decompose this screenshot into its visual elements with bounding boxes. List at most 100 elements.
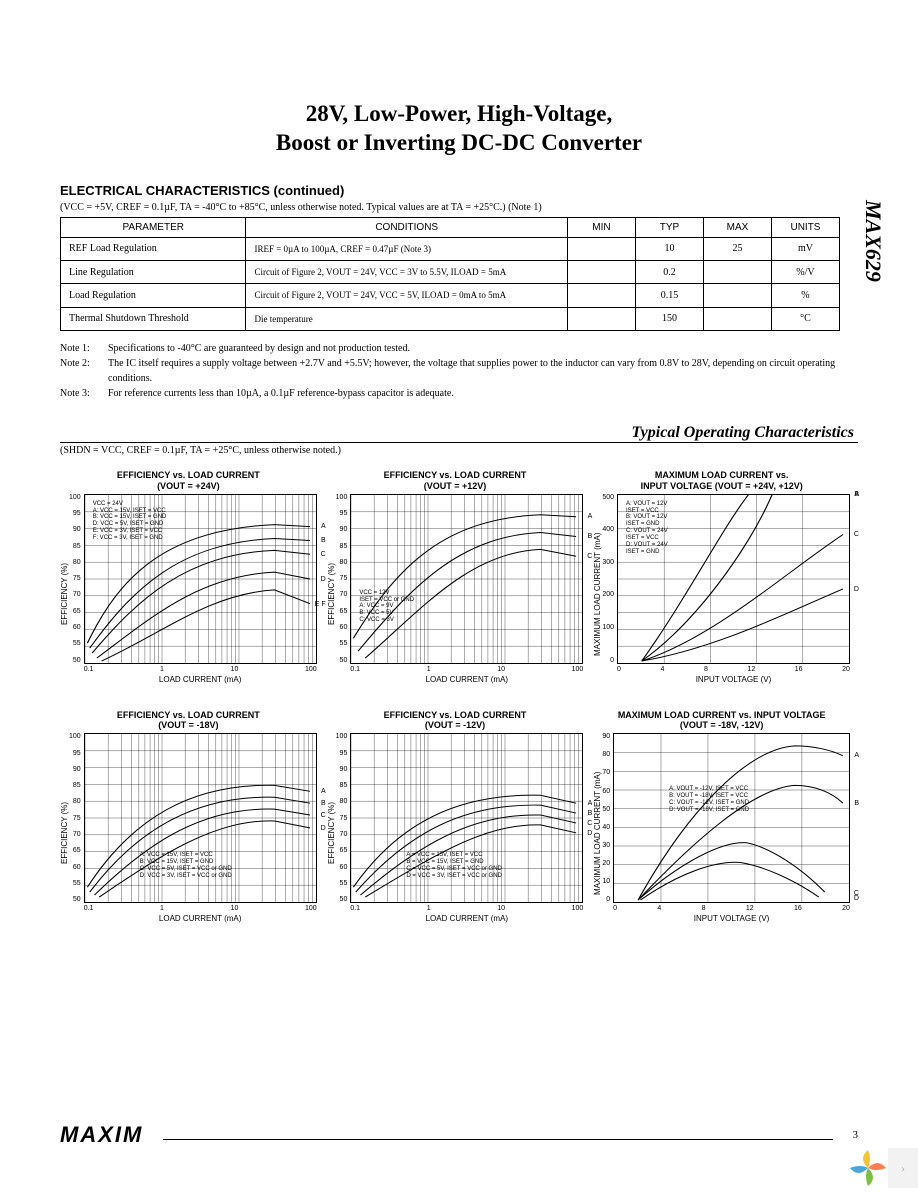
table-header: MAX: [703, 217, 771, 237]
y-axis-ticks: 10095908580757065605550: [69, 733, 84, 903]
page-footer: MAXIM 3: [60, 1122, 858, 1148]
curve-label: C: [321, 551, 326, 558]
charts-grid: EFFICIENCY vs. LOAD CURRENT(VOUT = +24V)…: [60, 470, 850, 933]
toc-heading-text: Typical Operating Characteristics: [627, 424, 858, 442]
chart-plot: A: VCC = 15V, ISET = VCCB: VCC = 15V, IS…: [84, 733, 317, 903]
table-row: Line RegulationCircuit of Figure 2, VOUT…: [61, 260, 840, 283]
y-axis-ticks: 10095908580757065605550: [336, 733, 351, 903]
x-axis-ticks: 0.1110100: [84, 903, 317, 912]
cell-min: [567, 260, 635, 283]
y-axis-label: EFFICIENCY (%): [60, 494, 69, 694]
chart-3: EFFICIENCY vs. LOAD CURRENT(VOUT = -18V)…: [60, 710, 317, 934]
chart-1: EFFICIENCY vs. LOAD CURRENT(VOUT = +12V)…: [327, 470, 584, 694]
cell-units: %: [771, 284, 839, 307]
note-text: The IC itself requires a supply voltage …: [108, 356, 858, 386]
maxim-logo: MAXIM: [60, 1122, 143, 1148]
cell-typ: 10: [635, 237, 703, 260]
table-row: REF Load RegulationIREF = 0µA to 100µA, …: [61, 237, 840, 260]
chart-legend: A: VOUT = 12VISET = VCCB: VOUT = 12VISET…: [626, 501, 668, 556]
cell-param: Thermal Shutdown Threshold: [61, 307, 246, 330]
table-row: Load RegulationCircuit of Figure 2, VOUT…: [61, 284, 840, 307]
y-axis-ticks: 10095908580757065605550: [69, 494, 84, 664]
curve-label: D: [587, 830, 592, 837]
chart-plot: VCC = 12VISET = VCC or GNDA: VCC = 9VB: …: [350, 494, 583, 664]
chart-area: EFFICIENCY (%)10095908580757065605550VCC…: [327, 494, 584, 694]
title-line-1: 28V, Low-Power, High-Voltage,: [306, 101, 612, 126]
cell-cond: IREF = 0µA to 100µA, CREF = 0.47µF (Note…: [246, 237, 567, 260]
chart-legend: VCC = 24VA: VCC = 15V, ISET = VCCB: VCC …: [93, 501, 167, 542]
curve-label: B: [588, 810, 593, 817]
x-axis-label: LOAD CURRENT (mA): [84, 914, 317, 923]
x-axis-label: LOAD CURRENT (mA): [350, 914, 583, 923]
curve-label: A: [588, 513, 593, 520]
spec-table: PARAMETERCONDITIONSMINTYPMAXUNITS REF Lo…: [60, 217, 840, 332]
cell-units: °C: [771, 307, 839, 330]
y-axis-label: EFFICIENCY (%): [327, 733, 336, 933]
page-number: 3: [853, 1129, 859, 1141]
y-axis-ticks: 10095908580757065605550: [336, 494, 351, 664]
chart-5: MAXIMUM LOAD CURRENT vs. INPUT VOLTAGE(V…: [593, 710, 850, 934]
corner-widget[interactable]: ›: [848, 1148, 918, 1188]
widget-pinwheel-icon: [848, 1148, 888, 1188]
y-axis-label: EFFICIENCY (%): [327, 494, 336, 694]
x-axis-ticks: 048121620: [613, 903, 850, 912]
cell-typ: 0.15: [635, 284, 703, 307]
chart-title: EFFICIENCY vs. LOAD CURRENT(VOUT = -18V): [60, 710, 317, 732]
cell-min: [567, 237, 635, 260]
chart-plot: A = VCC = 15V, ISET = VCCB = VCC = 15V, …: [350, 733, 583, 903]
note-row: Note 1:Specifications to -40°C are guara…: [60, 341, 858, 356]
cell-max: [703, 307, 771, 330]
table-header: CONDITIONS: [246, 217, 567, 237]
cell-typ: 150: [635, 307, 703, 330]
x-axis-label: INPUT VOLTAGE (V): [613, 914, 850, 923]
curve-label: D: [321, 825, 326, 832]
spec-conditions: (VCC = +5V, CREF = 0.1µF, TA = -40°C to …: [60, 202, 858, 213]
document-title: 28V, Low-Power, High-Voltage, Boost or I…: [60, 100, 858, 158]
note-text: For reference currents less than 10µA, a…: [108, 386, 858, 401]
y-axis-ticks: 5004003002001000: [602, 494, 617, 664]
widget-chevron-icon[interactable]: ›: [888, 1148, 918, 1188]
footer-rule: [163, 1130, 832, 1140]
curve-label: B: [321, 537, 326, 544]
curve-label: B: [321, 800, 326, 807]
curve-label: A: [321, 788, 326, 795]
curve-label: A: [854, 752, 859, 759]
cell-max: 25: [703, 237, 771, 260]
table-header: UNITS: [771, 217, 839, 237]
cell-min: [567, 284, 635, 307]
chart-legend: A: VOUT = -12V, ISET = VCCB: VOUT = -18V…: [669, 786, 749, 814]
chart-plot: VCC = 24VA: VCC = 15V, ISET = VCCB: VCC …: [84, 494, 317, 664]
chart-title: EFFICIENCY vs. LOAD CURRENT(VOUT = -12V): [327, 710, 584, 732]
table-header: MIN: [567, 217, 635, 237]
curve-label: D: [321, 576, 326, 583]
note-label: Note 2:: [60, 356, 108, 386]
curve-label: B: [588, 533, 593, 540]
note-text: Specifications to -40°C are guaranteed b…: [108, 341, 858, 356]
chart-area: MAXIMUM LOAD CURRENT (mA)908070605040302…: [593, 733, 850, 933]
chart-area: EFFICIENCY (%)10095908580757065605550A: …: [60, 733, 317, 933]
chart-legend: A = VCC = 15V, ISET = VCCB = VCC = 15V, …: [406, 852, 502, 880]
note-label: Note 1:: [60, 341, 108, 356]
x-axis-label: INPUT VOLTAGE (V): [617, 675, 850, 684]
cell-cond: Circuit of Figure 2, VOUT = 24V, VCC = 5…: [246, 284, 567, 307]
x-axis-ticks: 0.1110100: [350, 903, 583, 912]
chart-title: EFFICIENCY vs. LOAD CURRENT(VOUT = +24V): [60, 470, 317, 492]
cell-units: %/V: [771, 260, 839, 283]
part-number-vertical: MAX629: [860, 200, 886, 282]
cell-cond: Die temperature: [246, 307, 567, 330]
cell-min: [567, 307, 635, 330]
curve-label: A: [588, 800, 593, 807]
chart-0: EFFICIENCY vs. LOAD CURRENT(VOUT = +24V)…: [60, 470, 317, 694]
curve-label: B: [854, 800, 859, 807]
curve-label: E F: [315, 601, 326, 608]
curve-label: D: [854, 895, 859, 902]
note-row: Note 3:For reference currents less than …: [60, 386, 858, 401]
y-axis-label: MAXIMUM LOAD CURRENT (mA): [593, 494, 602, 694]
x-axis-label: LOAD CURRENT (mA): [350, 675, 583, 684]
table-row: Thermal Shutdown ThresholdDie temperatur…: [61, 307, 840, 330]
y-axis-ticks: 9080706050403020100: [602, 733, 613, 903]
toc-conditions: (SHDN = VCC, CREF = 0.1µF, TA = +25°C, u…: [60, 445, 858, 456]
y-axis-label: MAXIMUM LOAD CURRENT (mA): [593, 733, 602, 933]
chart-title: MAXIMUM LOAD CURRENT vs.INPUT VOLTAGE (V…: [593, 470, 850, 492]
chart-legend: A: VCC = 15V, ISET = VCCB: VCC = 15V, IS…: [140, 852, 232, 880]
